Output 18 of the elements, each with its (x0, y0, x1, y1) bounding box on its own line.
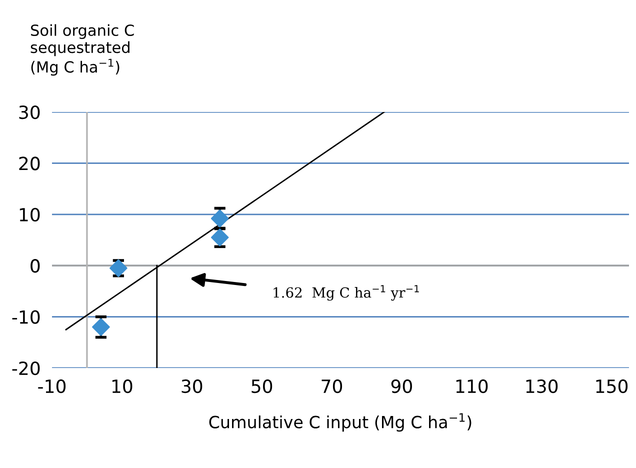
x-axis-title: Cumulative C input (Mg C ha$^{−1}$) (209, 413, 472, 432)
x-tick-label: 50 (252, 379, 272, 394)
y-tick-label: 30 (19, 105, 40, 120)
x-tick-label: 70 (322, 379, 342, 394)
x-tick-label: -10 (38, 379, 66, 394)
x-tick-label: 150 (596, 379, 628, 394)
x-tick-label: 90 (391, 379, 412, 394)
y-tick-label: -10 (12, 310, 40, 324)
y-tick-label: 20 (19, 156, 40, 170)
annotation: 1.62 Mg C ha$^{−1}$ yr$^{−1}$ (274, 285, 419, 301)
y-tick-label: 0 (30, 259, 40, 273)
y-tick-label: 10 (20, 208, 40, 222)
x-tick-label: 110 (456, 379, 488, 394)
y-tick-label: -20 (12, 361, 40, 376)
x-tick-label: 10 (112, 379, 132, 394)
x-tick-label: 30 (182, 379, 202, 394)
x-tick-label: 130 (526, 379, 558, 394)
y-axis-title: Soil organic C sequestrated (Mg C ha$^{−1}$) (30, 24, 134, 76)
